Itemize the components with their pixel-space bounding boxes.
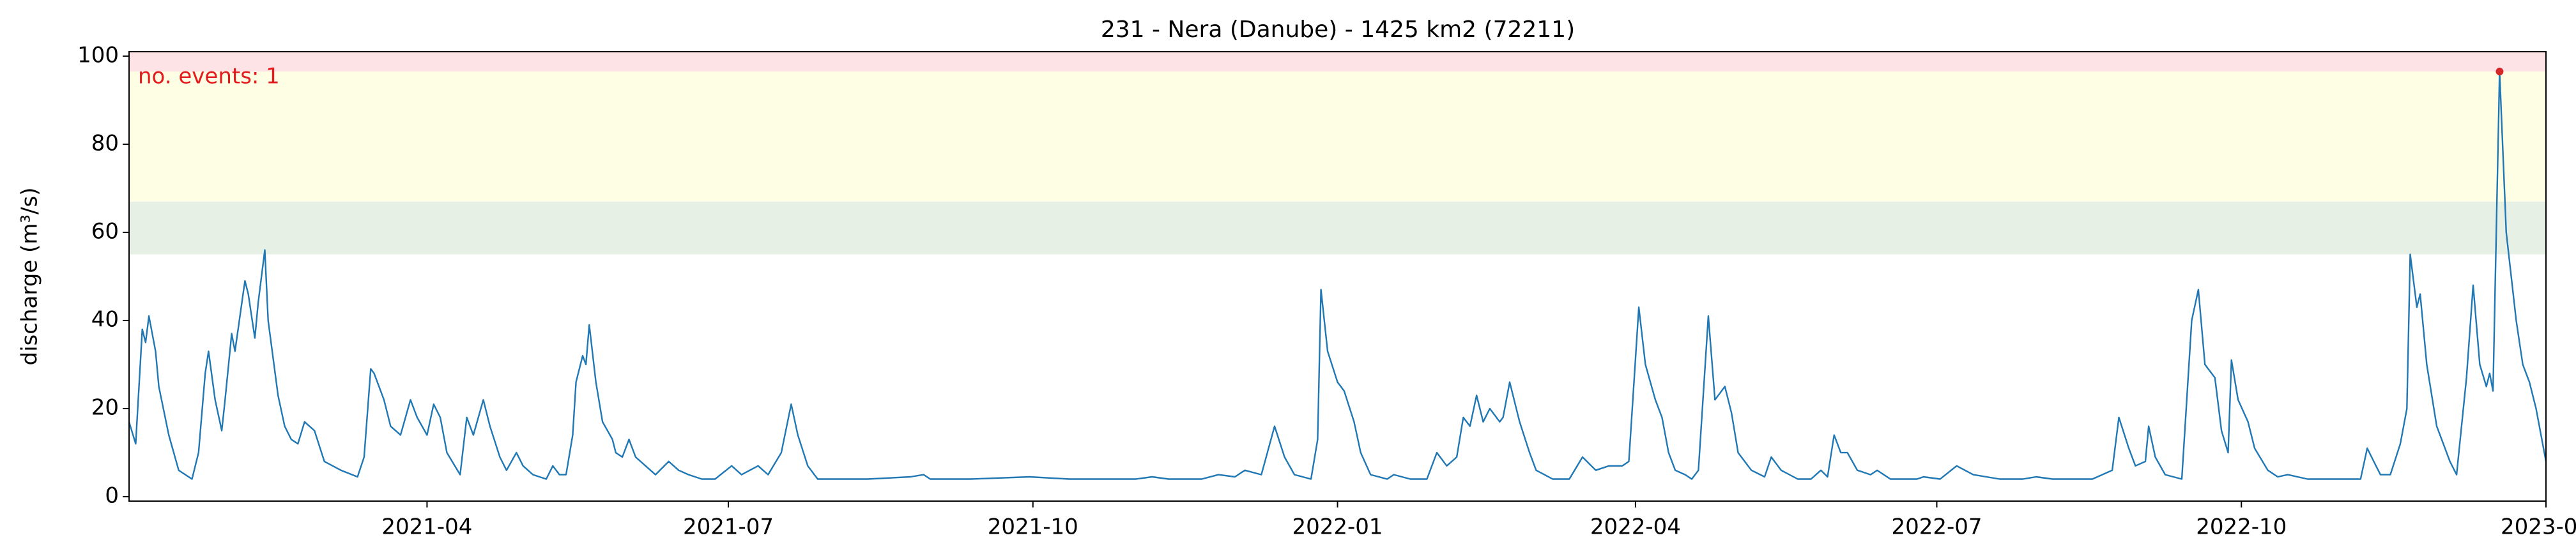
x-tick-label: 2021-10 xyxy=(988,515,1078,540)
plot-frame xyxy=(128,51,2547,502)
event-point xyxy=(2496,68,2504,76)
y-tick-label: 40 xyxy=(91,307,119,333)
x-tick-label: 2022-10 xyxy=(2196,515,2287,540)
threshold-band xyxy=(129,201,2546,255)
x-tick-label: 2022-07 xyxy=(1891,515,1982,540)
threshold-band xyxy=(129,71,2546,202)
discharge-line xyxy=(128,70,2547,480)
x-tick-label: 2022-01 xyxy=(1292,515,1383,540)
x-tick-label: 2021-07 xyxy=(683,515,774,540)
y-tick-label: 60 xyxy=(91,218,119,244)
chart-title: 231 - Nera (Danube) - 1425 km2 (72211) xyxy=(1101,17,1575,43)
x-tick-label: 2022-04 xyxy=(1590,515,1681,540)
annotation: no. events: 1 xyxy=(138,64,280,89)
x-tick-label: 2021-04 xyxy=(381,515,472,540)
y-tick-label: 100 xyxy=(77,42,119,68)
y-tick-label: 80 xyxy=(91,130,119,156)
y-tick-label: 0 xyxy=(105,483,119,509)
y-tick-label: 20 xyxy=(91,395,119,421)
y-axis-label: discharge (m³/s) xyxy=(17,188,43,366)
threshold-band xyxy=(129,52,2546,72)
x-tick-label: 2023-01 xyxy=(2501,515,2576,540)
